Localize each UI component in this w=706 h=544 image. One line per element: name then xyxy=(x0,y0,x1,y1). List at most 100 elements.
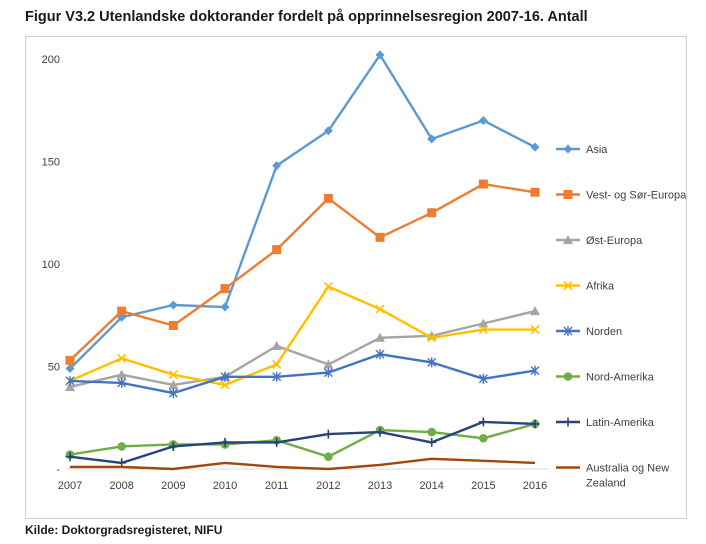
data-point-marker xyxy=(375,349,385,360)
data-point-marker xyxy=(272,161,282,171)
series-line xyxy=(69,182,536,362)
x-tick-label: 2014 xyxy=(419,480,443,492)
data-point-marker xyxy=(324,452,333,462)
data-point-marker xyxy=(168,370,178,380)
data-point-marker xyxy=(168,441,178,451)
legend-label: Norden xyxy=(586,326,622,338)
legend-entry: Asia xyxy=(556,144,608,156)
legend-entry: Øst-Europa xyxy=(556,235,643,247)
data-point-marker xyxy=(479,433,488,443)
figure-title: Figur V3.2 Utenlandske doktorander forde… xyxy=(25,9,588,25)
data-point-marker xyxy=(220,371,230,382)
y-tick-label: 50 xyxy=(48,362,60,374)
series-nord-amerika xyxy=(65,419,540,462)
series-vest-og-sør-europa xyxy=(65,179,540,365)
series-afrika xyxy=(65,281,540,390)
line-chart: - 50 100 150 200 2007 2008 2009 2010 2011 2012 2013… xyxy=(42,50,687,492)
legend-marker xyxy=(563,144,573,154)
data-point-marker xyxy=(272,245,282,255)
data-point-marker xyxy=(530,187,540,197)
y-tick-label: 200 xyxy=(42,54,60,66)
data-point-marker xyxy=(323,126,333,136)
legend-marker xyxy=(563,417,573,427)
data-point-marker xyxy=(65,452,75,462)
legend-label: Asia xyxy=(586,144,608,156)
series-line xyxy=(69,285,535,387)
data-point-marker xyxy=(168,388,178,399)
data-point-marker xyxy=(220,380,230,390)
series-line xyxy=(69,353,536,395)
data-point-marker xyxy=(65,382,75,391)
data-point-marker xyxy=(323,429,333,439)
data-point-marker xyxy=(220,284,230,294)
data-point-marker xyxy=(375,427,385,437)
data-point-marker xyxy=(478,417,488,427)
legend-label: Øst-Europa xyxy=(586,235,643,247)
y-tick-label: 150 xyxy=(42,157,60,169)
legend-entry: Vest- og Sør-Europa xyxy=(556,190,687,202)
legend-entry: Afrika xyxy=(556,281,615,293)
data-point-marker xyxy=(375,232,385,242)
data-point-marker xyxy=(478,318,489,328)
data-point-marker xyxy=(427,134,437,144)
y-tick-label: 100 xyxy=(42,259,60,271)
legend-marker xyxy=(563,235,573,244)
x-tick-label: 2009 xyxy=(161,480,185,492)
x-tick-label: 2010 xyxy=(213,480,237,492)
data-point-marker xyxy=(323,281,333,292)
legend-label: Australia og New Zealand xyxy=(586,463,669,490)
data-point-marker xyxy=(65,364,75,374)
series-line xyxy=(69,309,536,389)
x-tick-label: 2012 xyxy=(316,480,340,492)
series-øst-europa xyxy=(65,306,541,391)
legend-entry: Latin-Amerika xyxy=(556,417,655,429)
data-point-marker xyxy=(220,302,230,312)
data-point-marker xyxy=(117,377,127,388)
source-note: Kilde: Doktorgradsregisteret, NIFU xyxy=(25,523,223,537)
x-tick-label: 2008 xyxy=(109,480,133,492)
legend-marker xyxy=(563,326,573,336)
data-point-marker xyxy=(427,333,437,343)
data-point-marker xyxy=(530,142,540,152)
data-point-marker xyxy=(530,325,540,335)
data-point-marker xyxy=(117,353,127,363)
data-point-marker xyxy=(323,359,334,369)
data-point-marker xyxy=(220,437,230,447)
data-point-marker xyxy=(478,373,488,384)
data-point-marker xyxy=(271,341,282,350)
legend-marker xyxy=(563,372,573,381)
series-line xyxy=(69,420,536,465)
data-point-marker xyxy=(427,208,437,218)
x-tick-label: 2013 xyxy=(368,480,392,492)
data-point-marker xyxy=(168,300,178,310)
data-point-marker xyxy=(323,193,333,203)
series-australia-og-new-zealand xyxy=(70,457,536,471)
data-point-marker xyxy=(323,367,333,378)
data-point-marker xyxy=(478,325,488,335)
x-tick-label: 2015 xyxy=(471,480,495,492)
legend-entry: Australia og New Zealand xyxy=(556,463,669,490)
data-point-marker xyxy=(272,371,282,382)
x-tick-label: 2011 xyxy=(265,480,289,492)
data-point-marker xyxy=(427,437,437,447)
data-point-marker xyxy=(530,306,541,316)
legend-label: Nord-Amerika xyxy=(586,372,655,384)
data-point-marker xyxy=(168,379,179,389)
legend-entry: Norden xyxy=(556,326,622,338)
legend-label: Vest- og Sør-Europa xyxy=(586,190,687,202)
data-point-marker xyxy=(65,355,75,365)
series-asia xyxy=(65,50,540,374)
series-line xyxy=(69,422,536,458)
data-point-marker xyxy=(272,359,282,370)
data-point-marker xyxy=(427,427,436,437)
data-point-marker xyxy=(478,116,488,125)
data-point-marker xyxy=(530,419,540,429)
y-tick-label: - xyxy=(56,464,60,476)
series-line xyxy=(70,457,536,471)
data-point-marker xyxy=(117,442,126,451)
data-point-marker xyxy=(272,437,282,447)
series-norden xyxy=(65,349,540,399)
x-tick-label: 2016 xyxy=(523,480,547,492)
data-point-marker xyxy=(65,375,75,386)
x-tick-label: 2007 xyxy=(58,480,82,492)
